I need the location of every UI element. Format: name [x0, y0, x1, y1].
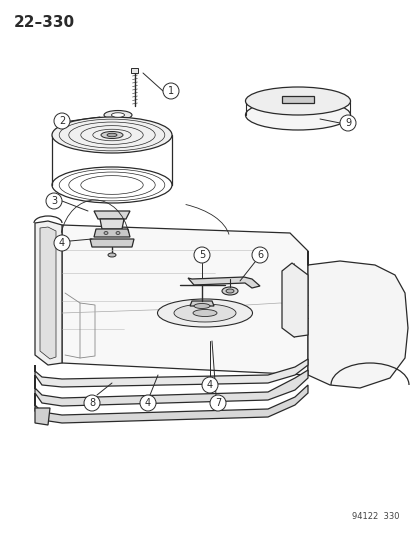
Polygon shape — [40, 227, 56, 359]
Polygon shape — [62, 225, 307, 375]
Text: 4: 4 — [59, 238, 65, 248]
Text: 3: 3 — [51, 196, 57, 206]
Circle shape — [54, 113, 70, 129]
Ellipse shape — [221, 287, 237, 295]
Text: 5: 5 — [198, 250, 204, 260]
Circle shape — [194, 247, 209, 263]
Polygon shape — [100, 219, 124, 229]
Ellipse shape — [101, 132, 123, 139]
Polygon shape — [281, 263, 307, 337]
Text: 1: 1 — [168, 86, 173, 96]
Ellipse shape — [225, 289, 233, 293]
Text: 2: 2 — [59, 116, 65, 126]
Circle shape — [84, 395, 100, 411]
Polygon shape — [35, 408, 50, 425]
Polygon shape — [35, 370, 307, 406]
Polygon shape — [94, 211, 130, 219]
Ellipse shape — [245, 87, 350, 115]
Text: 22–330: 22–330 — [14, 15, 75, 30]
Circle shape — [163, 83, 178, 99]
Polygon shape — [90, 239, 134, 247]
Circle shape — [46, 193, 62, 209]
Text: 4: 4 — [206, 380, 213, 390]
Ellipse shape — [194, 303, 209, 309]
Polygon shape — [35, 385, 307, 423]
Text: 8: 8 — [89, 398, 95, 408]
Ellipse shape — [52, 167, 171, 203]
Circle shape — [252, 247, 267, 263]
Ellipse shape — [104, 231, 108, 235]
Polygon shape — [190, 301, 214, 306]
Polygon shape — [35, 221, 62, 365]
Polygon shape — [281, 96, 313, 103]
Text: 9: 9 — [344, 118, 350, 128]
Ellipse shape — [116, 231, 120, 235]
FancyBboxPatch shape — [131, 68, 138, 73]
Circle shape — [209, 395, 225, 411]
Circle shape — [339, 115, 355, 131]
Polygon shape — [35, 359, 307, 387]
Polygon shape — [188, 277, 259, 288]
Ellipse shape — [104, 110, 132, 119]
Circle shape — [54, 235, 70, 251]
Polygon shape — [94, 229, 130, 237]
Ellipse shape — [107, 133, 117, 137]
Circle shape — [140, 395, 156, 411]
Text: 7: 7 — [214, 398, 221, 408]
Ellipse shape — [111, 113, 124, 117]
Ellipse shape — [192, 310, 216, 317]
Ellipse shape — [173, 304, 235, 322]
Ellipse shape — [157, 299, 252, 327]
Circle shape — [202, 377, 218, 393]
Polygon shape — [307, 251, 407, 388]
Text: 94122  330: 94122 330 — [351, 512, 399, 521]
Ellipse shape — [245, 100, 350, 130]
Ellipse shape — [108, 253, 116, 257]
Text: 6: 6 — [256, 250, 262, 260]
Text: 4: 4 — [145, 398, 151, 408]
Ellipse shape — [52, 117, 171, 153]
